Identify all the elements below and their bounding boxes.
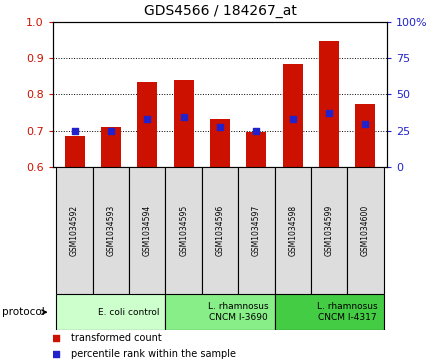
Point	[71, 128, 78, 134]
Text: GSM1034592: GSM1034592	[70, 205, 79, 256]
Bar	[246, 132, 266, 167]
Text: GSM1034596: GSM1034596	[216, 205, 224, 256]
Point	[53, 351, 60, 356]
Bar	[65, 136, 84, 167]
Bar	[283, 64, 303, 167]
Text: GSM1034599: GSM1034599	[325, 205, 334, 256]
Bar	[129, 167, 165, 294]
Text: GSM1034600: GSM1034600	[361, 205, 370, 256]
Bar	[93, 167, 129, 294]
Bar	[347, 167, 384, 294]
Text: E. coli control: E. coli control	[99, 308, 160, 317]
Text: percentile rank within the sample: percentile rank within the sample	[71, 348, 236, 359]
Text: GSM1034595: GSM1034595	[179, 205, 188, 256]
Bar	[165, 167, 202, 294]
Text: GSM1034598: GSM1034598	[288, 205, 297, 256]
Bar	[311, 167, 347, 294]
Point	[144, 116, 151, 122]
Text: GSM1034594: GSM1034594	[143, 205, 152, 256]
Bar	[174, 80, 194, 167]
Bar	[56, 294, 165, 330]
Bar	[210, 119, 230, 167]
Bar	[137, 82, 158, 167]
Text: protocol: protocol	[2, 307, 45, 317]
Point	[107, 128, 114, 134]
Text: L. rhamnosus
CNCM I-3690: L. rhamnosus CNCM I-3690	[208, 302, 268, 322]
Text: L. rhamnosus
CNCM I-4317: L. rhamnosus CNCM I-4317	[317, 302, 378, 322]
Bar	[202, 167, 238, 294]
Point	[362, 121, 369, 127]
Text: transformed count: transformed count	[71, 333, 162, 343]
Bar	[165, 294, 275, 330]
Point	[216, 124, 224, 130]
Point	[289, 116, 296, 122]
Text: GSM1034597: GSM1034597	[252, 205, 261, 256]
Bar	[356, 104, 375, 167]
Text: GSM1034593: GSM1034593	[106, 205, 115, 256]
Point	[180, 114, 187, 120]
Title: GDS4566 / 184267_at: GDS4566 / 184267_at	[143, 4, 297, 18]
Point	[53, 335, 60, 340]
Bar	[275, 294, 384, 330]
Point	[326, 110, 333, 116]
Bar	[101, 127, 121, 167]
Bar	[275, 167, 311, 294]
Bar	[319, 41, 339, 167]
Bar	[56, 167, 93, 294]
Point	[253, 128, 260, 134]
Bar	[238, 167, 275, 294]
